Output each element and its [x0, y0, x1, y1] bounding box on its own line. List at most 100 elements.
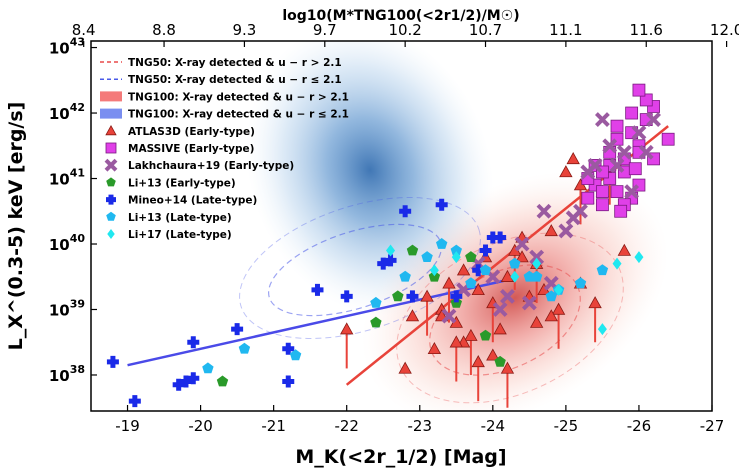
- li-13-late-type-point: [545, 290, 557, 302]
- mineo-14-late-type-point: [106, 355, 119, 368]
- atlas3d-early-type-point: [471, 283, 485, 296]
- x-tick-label: -20: [188, 417, 213, 435]
- lakhchaura-19-early-type-point: [616, 144, 632, 160]
- lakhchaura-19-early-type-point: [441, 308, 457, 324]
- massive-early-type-point: [610, 119, 624, 133]
- li-13-late-type-point: [574, 277, 587, 289]
- lakhchaura-19-early-type-point: [521, 295, 537, 311]
- legend-label: Li+17 (Late-type): [128, 229, 232, 241]
- massive-early-type-point: [581, 191, 595, 205]
- li-13-early-type-point: [428, 270, 441, 282]
- x-tick-label: -24: [481, 417, 506, 435]
- massive-early-type-point: [610, 185, 624, 199]
- atlas3d-early-type-point: [617, 243, 632, 256]
- y-tick-label: 1040: [49, 232, 86, 254]
- legend-item: Li+13 (Early-type): [106, 177, 236, 189]
- lakhchaura-19-early-type-point: [529, 249, 545, 265]
- legend-label: Li+13 (Early-type): [128, 177, 236, 189]
- x-tick-label: -26: [627, 417, 652, 435]
- lakhchaura-19-early-type-point: [558, 223, 574, 239]
- lakhchaura-19-early-type-point: [638, 144, 654, 160]
- mineo-14-late-type-point: [435, 198, 448, 211]
- top-tick-label: 10.7: [469, 21, 502, 39]
- top-tick-label: 9.7: [313, 21, 337, 39]
- mineo-14-late-type-point: [450, 290, 463, 303]
- lakhchaura-19-early-type-point: [580, 164, 596, 180]
- legend-item: MASSIVE (Early-type): [105, 142, 254, 155]
- atlas3d-early-type-point: [464, 328, 478, 341]
- legend: TNG50: X-ray detected & u − r > 2.1 TNG50…: [100, 57, 349, 241]
- legend-label: Li+13 (Late-type): [128, 212, 232, 224]
- top-tick-label: 11.6: [630, 21, 663, 39]
- mineo-14-late-type-point: [179, 375, 192, 388]
- legend-item: TNG50: X-ray detected & u − r > 2.1: [100, 57, 342, 69]
- li-17-late-type-point: [510, 270, 520, 283]
- li-17-late-type-point: [386, 244, 396, 257]
- li-13-early-type-point: [370, 316, 382, 328]
- legend-swatch: [100, 108, 122, 119]
- atlas3d-early-type-point: [493, 322, 507, 335]
- legend-swatch: [100, 91, 122, 102]
- legend-item: TNG100: X-ray detected & u − r > 2.1: [100, 91, 349, 103]
- top-tick-label: 8.8: [152, 21, 176, 39]
- mineo-14-late-type-point: [187, 336, 200, 349]
- massive-early-type-point: [661, 132, 675, 146]
- atlas3d-early-type-point: [471, 355, 485, 368]
- legend-swatch: [106, 177, 116, 187]
- li-13-late-type-point: [450, 244, 462, 256]
- legend-label: MASSIVE (Early-type): [128, 143, 254, 155]
- atlas3d-early-type-point: [588, 296, 602, 309]
- massive-early-type-point: [596, 185, 609, 199]
- massive-early-type-point: [596, 198, 609, 212]
- li-13-late-type-point: [289, 349, 302, 361]
- li-13-late-type-point: [509, 257, 521, 269]
- atlas3d-early-type-point: [427, 341, 442, 354]
- atlas3d-early-type-point: [486, 348, 500, 361]
- li-17-late-type-point: [597, 323, 607, 336]
- legend-swatch: [105, 124, 117, 136]
- li-13-late-type-point: [238, 342, 251, 354]
- top-tick-label: 8.4: [72, 21, 96, 39]
- lakhchaura-19-early-type-point: [594, 112, 610, 127]
- atlas3d-early-type-point: [456, 263, 471, 276]
- lakhchaura-19-early-type-point: [536, 203, 552, 219]
- legend-label: Mineo+14 (Late-type): [128, 195, 257, 207]
- lakhchaura-19-early-type-point: [624, 184, 640, 200]
- legend-item: ATLAS3D (Early-type): [105, 124, 255, 138]
- li-17-late-type-point: [451, 251, 461, 264]
- mineo-14-late-type-point: [479, 244, 492, 257]
- error-bars: [345, 165, 611, 408]
- atlas3d-early-type-point: [500, 269, 515, 282]
- li-13-late-type-point: [436, 238, 448, 249]
- atlas3d-early-type-point: [566, 152, 580, 165]
- data-points: [106, 83, 675, 408]
- li-13-late-type-point: [202, 362, 214, 374]
- legend-swatch: [106, 194, 116, 205]
- tng100-early-density: [361, 171, 669, 411]
- atlas3d-early-type-point: [449, 335, 463, 348]
- x-tick-label: -23: [408, 417, 433, 435]
- late-type-fit-line: [127, 278, 508, 367]
- y-tick-label: 1043: [49, 36, 85, 58]
- li-13-late-type-point: [421, 251, 433, 262]
- li-13-late-type-point: [465, 277, 477, 289]
- x-axis-label: M_K(<2r_1/2) [Mag]: [295, 446, 506, 468]
- legend-label: TNG50: X-ray detected & u − r ≤ 2.1: [128, 74, 342, 86]
- li-13-late-type-point: [399, 270, 411, 282]
- atlas3d-early-type-point: [529, 315, 544, 328]
- li-13-late-type-point: [531, 270, 543, 282]
- y-axis-label: L_X^(0.3-5) keV [erg/s]: [5, 102, 27, 351]
- li-13-early-type-point: [392, 290, 404, 302]
- x-tick-label: -22: [334, 417, 359, 435]
- top-tick-label: 11.1: [549, 21, 582, 39]
- mineo-14-late-type-point: [128, 395, 141, 408]
- li-13-early-type-point: [479, 329, 492, 341]
- lakhchaura-19-early-type-point: [631, 125, 647, 141]
- legend-label: TNG100: X-ray detected & u − r > 2.1: [128, 91, 349, 103]
- legend-item: TNG100: X-ray detected & u − r ≤ 2.1: [100, 108, 349, 121]
- atlas3d-early-type-point: [398, 361, 412, 374]
- legend-swatch: [104, 158, 118, 172]
- mineo-14-late-type-point: [494, 231, 507, 244]
- li-13-early-type-point: [494, 355, 506, 367]
